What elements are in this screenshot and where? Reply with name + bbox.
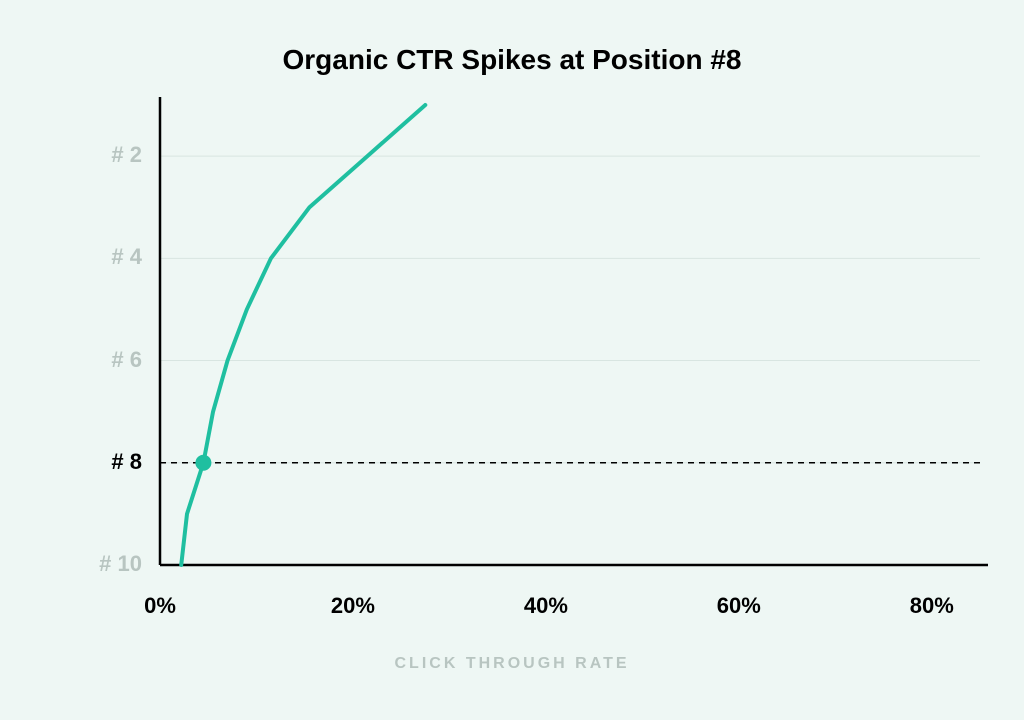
x-tick-label: 80% bbox=[902, 593, 962, 619]
x-tick-label: 20% bbox=[323, 593, 383, 619]
x-tick-label: 40% bbox=[516, 593, 576, 619]
y-tick-label: # 2 bbox=[82, 142, 142, 168]
chart-title: Organic CTR Spikes at Position #8 bbox=[0, 44, 1024, 76]
y-tick-label: # 10 bbox=[82, 551, 142, 577]
y-tick-label: # 4 bbox=[82, 244, 142, 270]
x-axis-label: CLICK THROUGH RATE bbox=[0, 655, 1024, 673]
chart-container: Organic CTR Spikes at Position #8 CLICK … bbox=[0, 0, 1024, 720]
y-tick-label: # 8 bbox=[82, 449, 142, 475]
x-tick-label: 60% bbox=[709, 593, 769, 619]
x-tick-label: 0% bbox=[130, 593, 190, 619]
y-tick-label: # 6 bbox=[82, 347, 142, 373]
